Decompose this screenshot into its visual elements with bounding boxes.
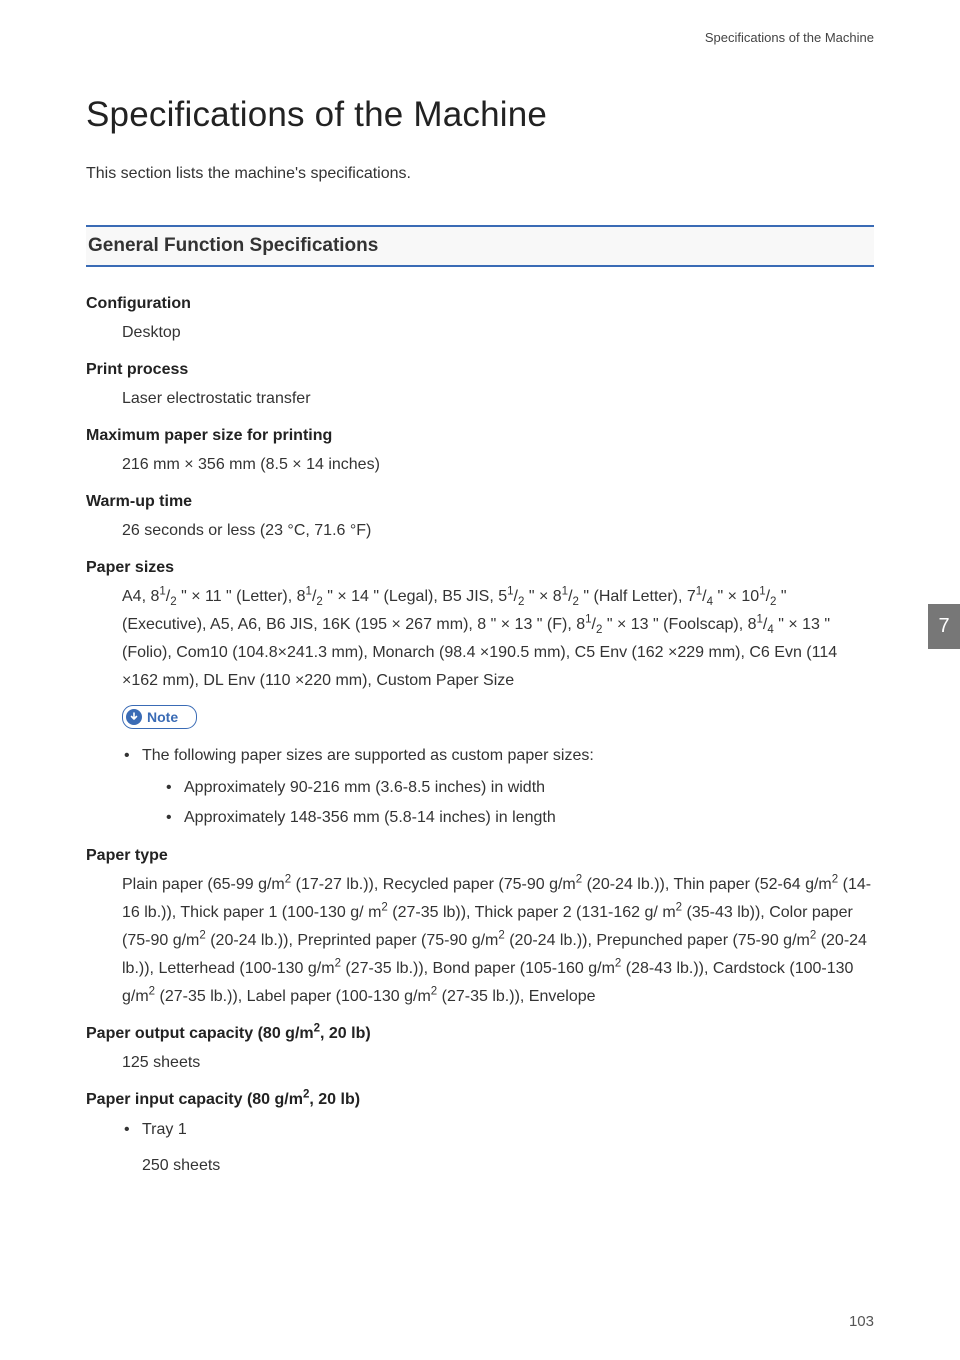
tray-label: Tray 1 [142, 1121, 187, 1138]
spec-value-paper-sizes: A4, 81/2 " × 11 " (Letter), 81/2 " × 14 … [122, 583, 874, 695]
note-list: The following paper sizes are supported … [122, 741, 874, 833]
spec-value-configuration: Desktop [122, 319, 874, 347]
spec-value-output-capacity: 125 sheets [122, 1049, 874, 1077]
input-capacity-list: Tray 1 250 sheets [122, 1115, 874, 1180]
spec-term-output-capacity: Paper output capacity (80 g/m2, 20 lb) [86, 1025, 874, 1043]
note-subitem: Approximately 148-356 mm (5.8-14 inches)… [164, 803, 874, 833]
page-number: 103 [849, 1313, 874, 1330]
spec-term-paper-sizes: Paper sizes [86, 559, 874, 577]
intro-text: This section lists the machine's specifi… [86, 165, 874, 183]
spec-term-input-capacity: Paper input capacity (80 g/m2, 20 lb) [86, 1091, 874, 1109]
section-bar: General Function Specifications [86, 225, 874, 267]
spec-term-configuration: Configuration [86, 295, 874, 313]
spec-term-paper-type: Paper type [86, 847, 874, 865]
note-label: Note [147, 709, 178, 725]
tray-value: 250 sheets [142, 1151, 874, 1181]
spec-value-warmup: 26 seconds or less (23 °C, 71.6 °F) [122, 517, 874, 545]
page-title: Specifications of the Machine [86, 95, 874, 135]
spec-value-print-process: Laser electrostatic transfer [122, 385, 874, 413]
note-item-text: The following paper sizes are supported … [142, 747, 594, 764]
chapter-tab: 7 [928, 604, 960, 649]
spec-term-print-process: Print process [86, 361, 874, 379]
spec-term-warmup: Warm-up time [86, 493, 874, 511]
spec-value-max-paper-size: 216 mm × 356 mm (8.5 × 14 inches) [122, 451, 874, 479]
running-header: Specifications of the Machine [86, 30, 874, 45]
input-capacity-item: Tray 1 250 sheets [122, 1115, 874, 1180]
down-arrow-icon [126, 709, 142, 725]
note-sublist: Approximately 90-216 mm (3.6-8.5 inches)… [164, 773, 874, 834]
note-badge: Note [122, 705, 197, 729]
spec-term-max-paper-size: Maximum paper size for printing [86, 427, 874, 445]
note-item: The following paper sizes are supported … [122, 741, 874, 833]
note-subitem: Approximately 90-216 mm (3.6-8.5 inches)… [164, 773, 874, 803]
section-title: General Function Specifications [88, 235, 872, 257]
spec-value-paper-type: Plain paper (65-99 g/m2 (17-27 lb.)), Re… [122, 871, 874, 1011]
